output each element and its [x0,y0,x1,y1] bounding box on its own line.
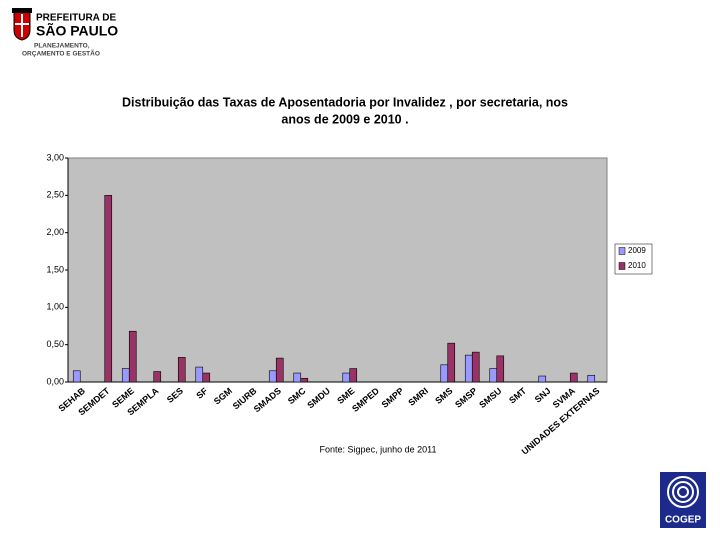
bar [349,368,358,383]
bar [202,372,211,383]
org-name: SÃO PAULO [36,22,118,39]
bar [569,372,578,383]
bar [300,377,309,383]
bar [128,330,137,383]
legend-swatch [618,262,626,270]
x-tick-label: SES [165,386,185,405]
x-tick-label: SMS [433,386,454,406]
bar [153,371,162,383]
x-tick-label: SMPP [380,386,406,410]
legend-label: 2010 [628,261,646,270]
x-tick-label: SMDU [305,386,332,411]
bar [275,357,284,383]
legend-swatch [618,247,626,255]
dept-name: ORÇAMENTO E GESTÃO [22,49,100,58]
bar [440,364,449,383]
bar [496,355,505,383]
bar [104,195,113,383]
dept-name: PLANEJAMENTO, [34,43,90,50]
y-tick-label: 1,50 [46,264,64,274]
x-tick-label: SF [194,385,210,400]
bar [195,366,204,383]
bar [587,374,596,383]
bar [464,354,473,383]
x-tick-label: SMT [507,385,528,405]
bar [72,370,81,383]
chart-title: Distribuição das Taxas de Aposentadoria … [122,95,568,109]
bar [342,372,351,383]
x-tick-label: SMSU [477,386,503,410]
bar [268,370,277,383]
bar [538,375,547,383]
x-tick-label: SMADS [252,386,283,415]
bar [121,368,130,383]
y-tick-label: 0,00 [46,376,64,386]
y-tick-label: 0,50 [46,339,64,349]
bar [489,368,498,383]
bar [447,342,456,383]
plot-area [67,157,608,383]
bar [177,357,186,383]
x-tick-label: SMRI [406,386,430,408]
x-tick-label: SMPED [350,385,381,414]
chart: 0,000,501,001,502,002,503,00SEHABSEMDETS… [46,152,653,457]
x-tick-label: SNJ [533,386,553,405]
y-tick-label: 2,50 [46,190,64,200]
org-name: PREFEITURA DE [36,13,117,24]
y-tick-label: 3,00 [46,152,64,162]
x-tick-label: SMSP [453,386,479,410]
source-note: Fonte: Sigpec, junho de 2011 [320,444,437,454]
city-logo [12,8,32,41]
bar [293,372,302,383]
cogep-logo: COGEP [660,472,706,528]
legend-label: 2009 [628,246,646,255]
logo-text: COGEP [665,515,701,526]
y-tick-label: 1,00 [46,302,64,312]
y-tick-label: 2,00 [46,227,64,237]
bar [471,351,480,383]
chart-title: anos de 2009 e 2010 . [281,112,408,126]
